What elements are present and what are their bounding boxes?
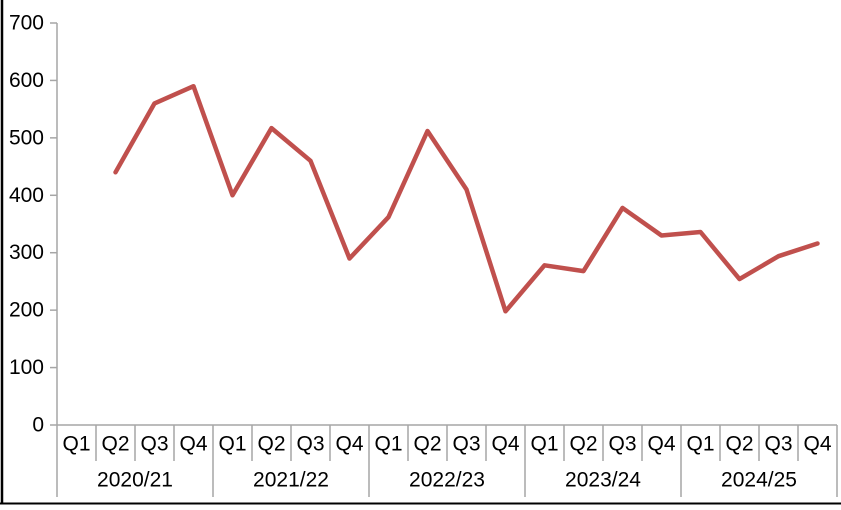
x-axis-year-label: 2021/22: [253, 469, 329, 492]
x-axis-quarter-label: Q2: [257, 433, 285, 456]
x-axis-quarter-label: Q3: [296, 433, 324, 456]
x-axis-quarter-label: Q3: [764, 433, 792, 456]
x-axis-year-label: 2024/25: [721, 469, 797, 492]
y-axis-tick-label: 0: [32, 414, 44, 437]
x-axis-year-label: 2023/24: [565, 469, 641, 492]
y-axis-tick-label: 400: [9, 184, 44, 207]
y-axis-tick-label: 600: [9, 69, 44, 92]
x-axis-quarter-label: Q4: [803, 433, 831, 456]
x-axis-year-label: 2022/23: [409, 469, 485, 492]
y-axis-tick-label: 200: [9, 299, 44, 322]
x-axis-quarter-label: Q4: [491, 433, 519, 456]
x-axis-quarter-label: Q1: [530, 433, 558, 456]
y-axis-tick-label: 100: [9, 356, 44, 379]
y-axis-tick-label: 300: [9, 241, 44, 264]
x-axis-quarter-label: Q4: [179, 433, 207, 456]
x-axis-quarter-label: Q2: [413, 433, 441, 456]
x-axis-quarter-label: Q2: [101, 433, 129, 456]
data-line-series: [113, 83, 820, 314]
x-axis-quarter-label: Q1: [62, 433, 90, 456]
x-axis-quarter-label: Q1: [686, 433, 714, 456]
y-axis-tick-label: 700: [9, 12, 44, 35]
x-axis-quarter-label: Q2: [569, 433, 597, 456]
x-axis-quarter-label: Q3: [608, 433, 636, 456]
x-axis-year-label: 2020/21: [97, 469, 173, 492]
x-axis-quarter-label: Q3: [452, 433, 480, 456]
x-axis-quarter-label: Q1: [374, 433, 402, 456]
x-axis-quarter-label: Q2: [725, 433, 753, 456]
x-axis-quarter-label: Q3: [140, 433, 168, 456]
x-axis-quarter-label: Q1: [218, 433, 246, 456]
x-axis-quarter-label: Q4: [335, 433, 363, 456]
x-axis-quarter-label: Q4: [647, 433, 675, 456]
y-axis-tick-label: 500: [9, 126, 44, 149]
